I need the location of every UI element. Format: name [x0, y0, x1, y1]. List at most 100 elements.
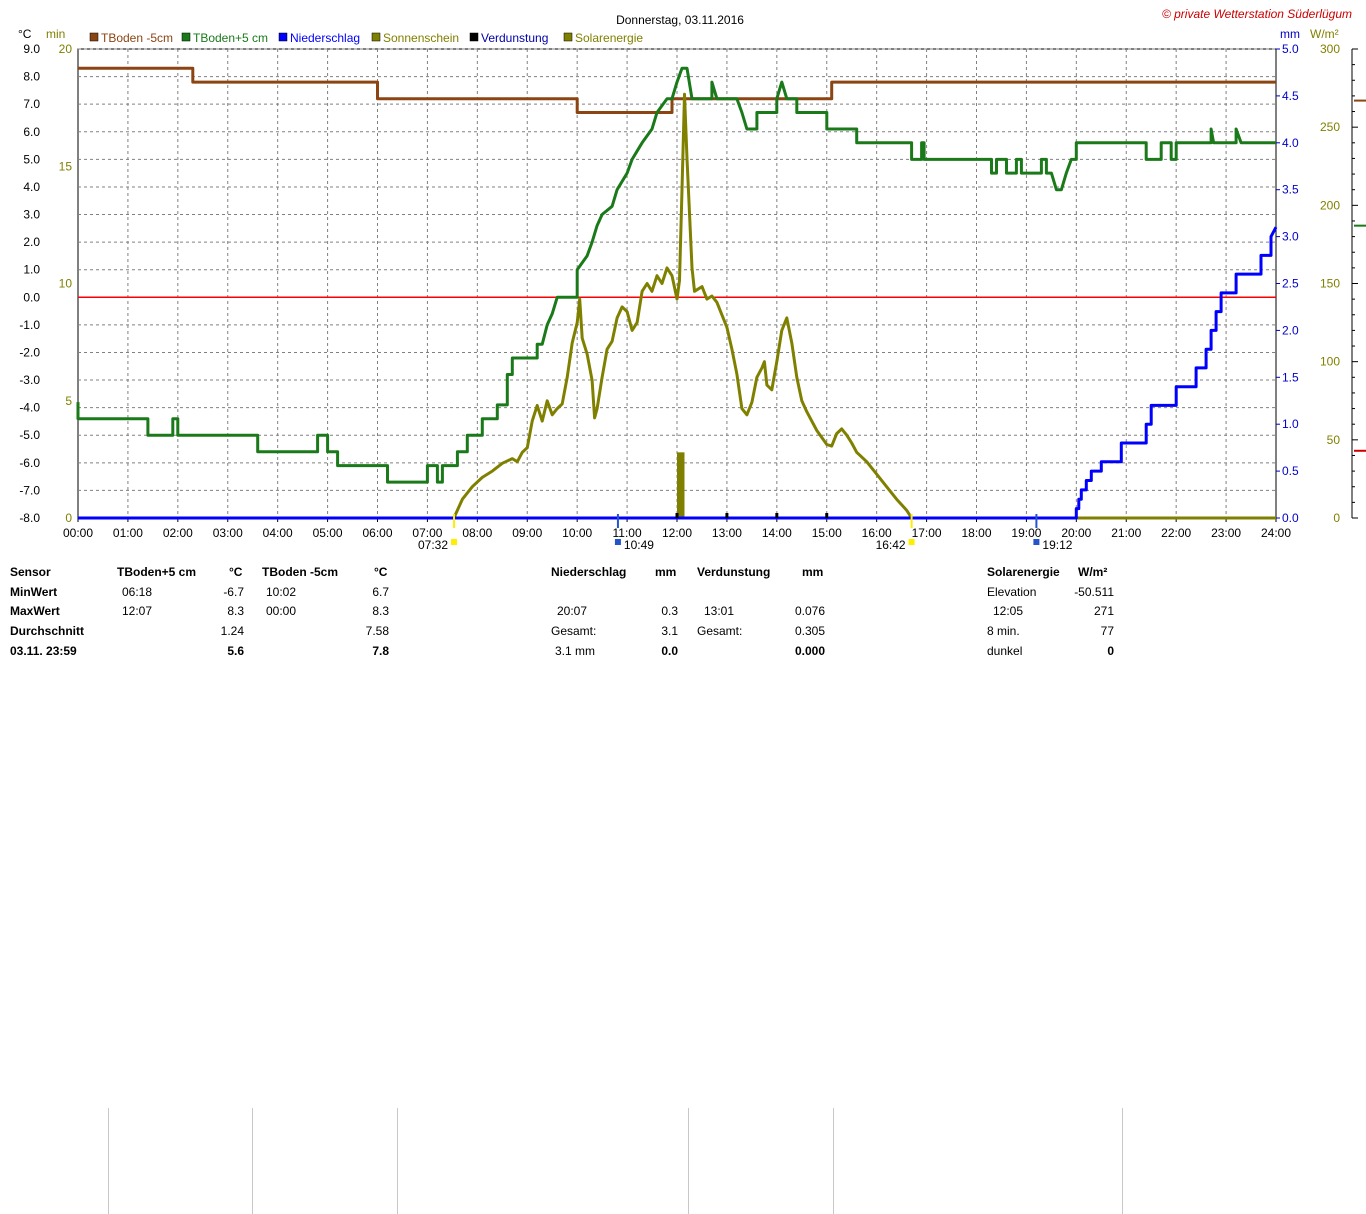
tick-label-x: 06:00	[362, 526, 392, 540]
tick-label-temp: -3.0	[19, 373, 40, 387]
tick-label-x: 22:00	[1161, 526, 1191, 540]
tbodenm5-current: 7.8	[372, 644, 389, 658]
marker-label-solar_noon: 10:49	[624, 538, 654, 550]
tick-label-x: 21:00	[1111, 526, 1141, 540]
tick-label-x: 24:00	[1261, 526, 1291, 540]
tick-label-x: 09:00	[512, 526, 542, 540]
stats-table: Sensor MinWert MaxWert Durchschnitt 03.1…	[0, 552, 1366, 1214]
marker-label-sunrise: 07:32	[418, 538, 448, 550]
legend-label: Sonnenschein	[383, 31, 459, 45]
tick-label-mm: 1.5	[1282, 370, 1299, 384]
tbodenm5-avg: 7.58	[365, 624, 389, 638]
verdunstung-total-label: Gesamt:	[697, 624, 743, 638]
tick-label-wm2: 50	[1327, 433, 1341, 447]
tboden5-avg: 1.24	[220, 624, 244, 638]
tbodenm5-max-time: 00:00	[266, 604, 297, 618]
solar-max-val: 271	[1093, 604, 1114, 618]
tick-label-min: 15	[59, 159, 73, 173]
series-tboden-minus5	[78, 66, 1276, 114]
tick-label-temp: -1.0	[19, 318, 40, 332]
verdunstung-max-val: 0.076	[794, 604, 825, 618]
niederschlag-max-val: 0.3	[661, 604, 678, 618]
niederschlag-total: 3.1	[661, 624, 678, 638]
row-label-avg: Durchschnitt	[10, 624, 85, 638]
tick-label-x: 16:00	[862, 526, 892, 540]
tboden5-max-time: 12:07	[122, 604, 153, 618]
tick-label-wm2: 250	[1320, 120, 1340, 134]
tbodenm5-min-val: 6.7	[372, 585, 389, 599]
tick-label-mm: 0.5	[1282, 464, 1299, 478]
tick-label-temp: 0.0	[23, 290, 40, 304]
tick-label-x: 01:00	[113, 526, 143, 540]
chart-title: Donnerstag, 03.11.2016	[616, 13, 744, 27]
sunshine-bar	[677, 452, 685, 518]
tick-label-mm: 0.0	[1282, 511, 1299, 525]
sensor-header: Sensor	[10, 565, 51, 579]
niederschlag-header: Niederschlag	[551, 565, 627, 579]
tick-label-temp: 4.0	[23, 180, 40, 194]
tick-label-mm: 2.0	[1282, 323, 1299, 337]
divider	[252, 1108, 253, 1214]
tick-label-temp: 9.0	[23, 42, 40, 56]
unit-wm2: W/m²	[1310, 27, 1339, 41]
tick-label-x: 20:00	[1061, 526, 1091, 540]
tick-label-x: 04:00	[263, 526, 293, 540]
tick-label-x: 07:00	[412, 526, 442, 540]
unit-min: min	[46, 27, 65, 41]
evaporation-mark	[825, 513, 829, 518]
tick-label-x: 12:00	[662, 526, 692, 540]
legend-label: TBoden+5 cm	[193, 31, 268, 45]
tbodenm5-unit: °C	[374, 565, 388, 579]
legend-label: Verdunstung	[481, 31, 548, 45]
tick-label-wm2: 200	[1320, 198, 1340, 212]
tick-label-min: 20	[59, 42, 73, 56]
tbodenm5-max-val: 8.3	[372, 604, 389, 618]
verdunstung-max-time: 13:01	[704, 604, 735, 618]
axes: 9.0 8.0 7.0 6.0 5.0 4.0 3.0 2.0 1.0 0.0 -1.0 -2.0 -3…	[19, 42, 1366, 540]
series-tboden-plus5	[76, 66, 1276, 484]
evaporation-mark	[725, 513, 729, 518]
tick-label-temp: 8.0	[23, 70, 40, 84]
tick-label-mm: 4.5	[1282, 89, 1299, 103]
niederschlag-unit: mm	[655, 565, 677, 579]
chart-marks: 07:32 10:49 16:42 19:12	[76, 66, 1278, 550]
marker-label-last_rain: 19:12	[1042, 538, 1072, 550]
legend-swatch	[371, 32, 381, 42]
marker-icon-sunrise	[451, 539, 458, 545]
tick-label-x: 10:00	[562, 526, 592, 540]
row-label-min: MinWert	[10, 585, 58, 599]
solar-max-time: 12:05	[993, 604, 1024, 618]
tick-label-x: 19:00	[1011, 526, 1041, 540]
tick-label-wm2: 0	[1333, 511, 1340, 525]
row-label-max: MaxWert	[10, 604, 60, 618]
tboden5-max-val: 8.3	[227, 604, 244, 618]
tick-label-mm: 3.5	[1282, 183, 1299, 197]
niederschlag-last-label: 3.1 mm	[555, 644, 596, 658]
marker-label-sunset: 16:42	[876, 538, 906, 550]
marker-icon-last_rain	[1033, 539, 1040, 545]
tick-label-temp: 1.0	[23, 263, 40, 277]
tick-label-x: 03:00	[213, 526, 243, 540]
series-niederschlag	[78, 226, 1278, 520]
niederschlag-max-time: 20:07	[557, 604, 588, 618]
niederschlag-last-val: 0.0	[661, 644, 678, 658]
tick-label-temp: -2.0	[19, 345, 40, 359]
tick-label-min: 10	[59, 277, 73, 291]
tick-label-temp: -7.0	[19, 483, 40, 497]
tick-label-temp: -4.0	[19, 401, 40, 415]
tboden5-min-val: -6.7	[223, 585, 244, 599]
tick-label-mm: 1.0	[1282, 417, 1299, 431]
tick-label-x: 00:00	[63, 526, 93, 540]
tick-label-x: 05:00	[313, 526, 343, 540]
legend-label: TBoden -5cm	[101, 31, 173, 45]
tick-label-temp: -5.0	[19, 428, 40, 442]
solar-elev: -50.511	[1074, 585, 1114, 599]
unit-mm: mm	[1280, 27, 1300, 41]
tick-label-x: 11:00	[613, 526, 642, 540]
tbodenm5-min-time: 10:02	[266, 585, 297, 599]
evaporation-mark	[675, 513, 679, 518]
tick-label-mm: 4.0	[1282, 136, 1299, 150]
row-label-current: 03.11. 23:59	[10, 644, 77, 658]
tick-label-temp: 2.0	[23, 235, 40, 249]
legend: TBoden -5cm TBoden+5 cm Niederschlag Sonnen…	[89, 31, 643, 45]
